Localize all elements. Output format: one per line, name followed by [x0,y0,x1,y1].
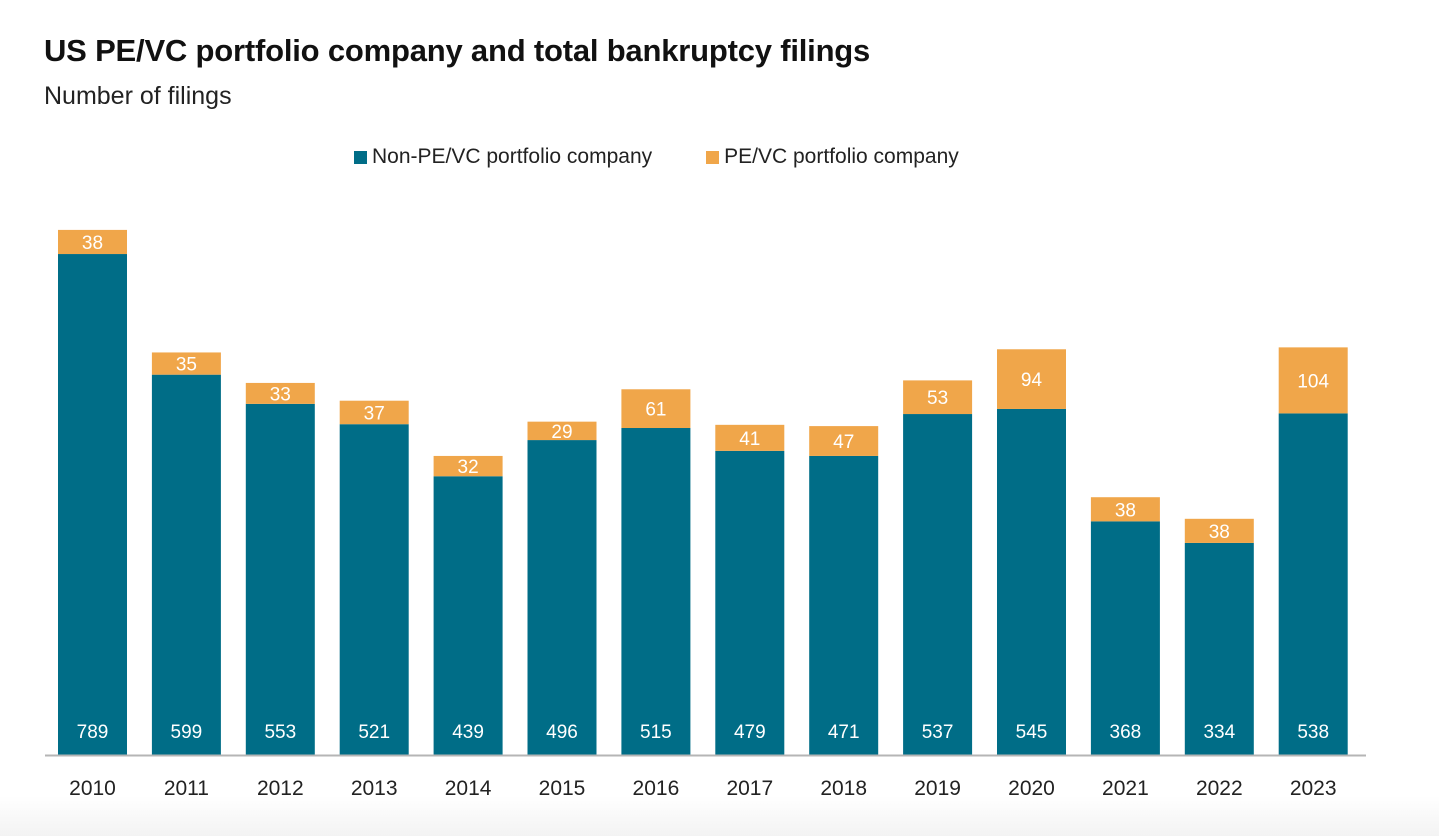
x-tick-label-2023: 2023 [1290,777,1337,800]
bar-non-pe-2015 [527,440,597,755]
legend-swatch-pe [706,150,720,164]
bar-non-pe-2012 [245,403,315,755]
bar-pe-2017 [715,424,785,451]
data-label-pe-2016: 61 [645,400,666,421]
bar-group-2010: 789 38 2010 [58,229,127,800]
data-label-pe-2014: 32 [458,457,479,478]
bar-group-2015: 496 29 2015 [527,421,597,800]
data-label-pe-2011: 35 [176,355,197,376]
data-label-pe-2018: 47 [833,432,854,453]
data-label-non-pe-2017: 479 [734,722,766,743]
x-tick-label-2012: 2012 [257,777,304,800]
bar-non-pe-2018 [809,455,879,755]
bar-non-pe-2021 [1090,521,1160,755]
data-label-pe-2019: 53 [927,388,948,409]
data-label-pe-2022: 38 [1209,522,1230,543]
legend-item-pe: PE/VC portfolio company [706,145,959,169]
bar-pe-2019 [903,380,973,415]
bar-non-pe-2023 [1278,413,1348,755]
bar-non-pe-2010 [58,254,127,755]
legend-label-pe: PE/VC portfolio company [724,145,959,168]
bar-non-pe-2019 [903,414,973,755]
x-tick-label-2021: 2021 [1102,777,1149,800]
bar-pe-2014 [433,455,503,477]
bar-pe-2015 [527,421,597,441]
legend-item-non-pe: Non-PE/VC portfolio company [354,145,652,169]
bar-non-pe-2013 [339,424,409,755]
bar-pe-2022 [1184,518,1254,543]
data-label-non-pe-2013: 521 [358,722,390,743]
data-label-pe-2023: 104 [1297,371,1329,392]
bar-pe-2020 [997,349,1066,409]
bar-group-2020: 545 94 2020 [997,349,1066,800]
bar-non-pe-2022 [1184,542,1254,755]
data-label-pe-2012: 33 [270,384,291,405]
data-label-pe-2010: 38 [82,233,103,254]
x-tick-label-2022: 2022 [1196,777,1243,800]
bar-group-2011: 599 35 2011 [151,352,221,800]
chart-title: US PE/VC portfolio company and total ban… [44,33,871,68]
bar-pe-2018 [809,426,879,456]
data-label-non-pe-2023: 538 [1297,722,1329,743]
bar-group-2023: 538 104 2023 [1278,347,1348,800]
bar-non-pe-2011 [151,374,221,755]
data-label-non-pe-2015: 496 [546,722,578,743]
x-tick-label-2018: 2018 [820,777,867,800]
bar-pe-2012 [245,382,315,404]
bar-group-2014: 439 32 2014 [433,455,503,800]
x-tick-label-2019: 2019 [914,777,961,800]
bar-non-pe-2017 [715,450,785,755]
x-tick-label-2010: 2010 [69,777,116,800]
bar-group-2012: 553 33 2012 [245,382,315,800]
data-label-non-pe-2011: 599 [171,722,203,743]
bar-group-2021: 368 38 2021 [1090,497,1160,800]
data-label-non-pe-2019: 537 [922,722,954,743]
x-tick-label-2015: 2015 [539,777,586,800]
bar-group-2016: 515 61 2016 [621,389,691,800]
data-label-non-pe-2021: 368 [1110,722,1142,743]
data-label-non-pe-2014: 439 [452,722,484,743]
bar-group-2018: 471 47 2018 [809,426,879,800]
bar-pe-2011 [151,352,221,375]
data-label-non-pe-2022: 334 [1203,722,1235,743]
x-tick-label-2013: 2013 [351,777,398,800]
data-label-pe-2021: 38 [1115,500,1136,521]
bar-pe-2013 [339,400,409,425]
bar-group-2022: 334 38 2022 [1184,518,1254,800]
data-label-non-pe-2018: 471 [828,722,860,743]
data-label-non-pe-2010: 789 [77,722,109,743]
data-label-non-pe-2020: 545 [1016,722,1048,743]
legend-label-non-pe: Non-PE/VC portfolio company [372,145,653,168]
x-tick-label-2014: 2014 [445,777,492,800]
data-label-pe-2017: 41 [739,429,760,450]
x-tick-label-2020: 2020 [1008,777,1055,800]
x-tick-label-2016: 2016 [633,777,680,800]
bar-pe-2021 [1090,497,1160,522]
data-label-non-pe-2016: 515 [640,722,672,743]
data-label-pe-2015: 29 [551,422,572,443]
bar-non-pe-2020 [997,408,1066,755]
x-tick-label-2011: 2011 [164,777,209,800]
bar-group-2019: 537 53 2019 [903,380,973,800]
chart-subtitle: Number of filings [44,82,232,110]
bar-group-2013: 521 37 2013 [339,400,409,800]
x-tick-label-2017: 2017 [726,777,773,800]
data-label-pe-2020: 94 [1021,370,1043,391]
bar-pe-2023 [1278,347,1348,414]
bar-group-2017: 479 41 2017 [715,424,785,800]
bar-non-pe-2014 [433,476,503,755]
legend: Non-PE/VC portfolio company PE/VC portfo… [354,145,1013,169]
data-label-non-pe-2012: 553 [264,722,296,743]
data-label-pe-2013: 37 [364,403,385,424]
bar-pe-2010 [58,229,127,255]
legend-swatch-non-pe [354,150,367,164]
bar-pe-2016 [621,389,691,429]
bar-non-pe-2016 [621,428,691,755]
bottom-fade [0,796,1439,836]
